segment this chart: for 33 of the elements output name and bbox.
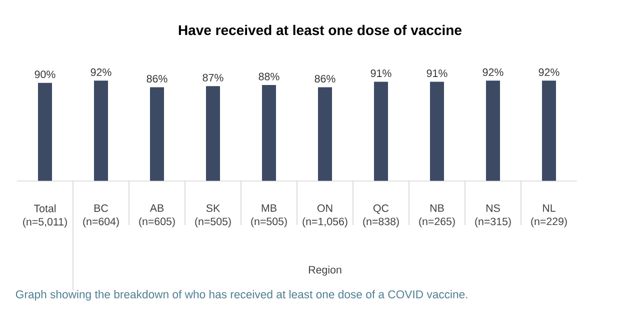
bar: [206, 86, 220, 181]
bar: [318, 87, 332, 181]
data-label: 86%: [314, 74, 336, 83]
x-axis-title: Region: [308, 266, 342, 276]
text: Graph showing the breakdown of who has received at least one dose of a COVID vaccine.: [16, 290, 468, 301]
bar: [542, 80, 556, 181]
x-tick-label: AB (n=605): [139, 204, 175, 228]
x-tick-label: ON (n=1,056): [302, 204, 348, 228]
bar: [94, 80, 108, 181]
bar: [150, 87, 164, 181]
data-label: 92%: [538, 68, 560, 76]
x-tick-label: SK (n=505): [195, 204, 231, 228]
chart-title: Have received at least one dose of vaccine: [178, 24, 462, 36]
data-label: 88%: [258, 72, 280, 80]
data-label: 92%: [482, 68, 504, 76]
bar: [486, 80, 500, 181]
bar: [430, 82, 444, 181]
bar: [374, 82, 388, 181]
data-label: 87%: [202, 74, 224, 82]
x-tick-label: QC (n=838): [363, 204, 399, 228]
data-label: 92%: [90, 68, 112, 76]
data-label: 91%: [370, 70, 392, 78]
x-tick-label: BC (n=604): [83, 204, 119, 228]
x-tick-label: NB (n=265): [419, 204, 455, 228]
x-tick-label: Total (n=5,011): [23, 204, 67, 228]
bar: [38, 82, 52, 181]
data-label: 91%: [426, 70, 448, 78]
x-tick-label: NL (n=229): [531, 204, 567, 228]
x-tick-label: MB (n=505): [251, 204, 287, 228]
data-label: 86%: [146, 74, 168, 83]
data-label: 90%: [34, 70, 56, 78]
x-tick-label: NS (n=315): [475, 204, 511, 228]
bar: [262, 85, 276, 181]
